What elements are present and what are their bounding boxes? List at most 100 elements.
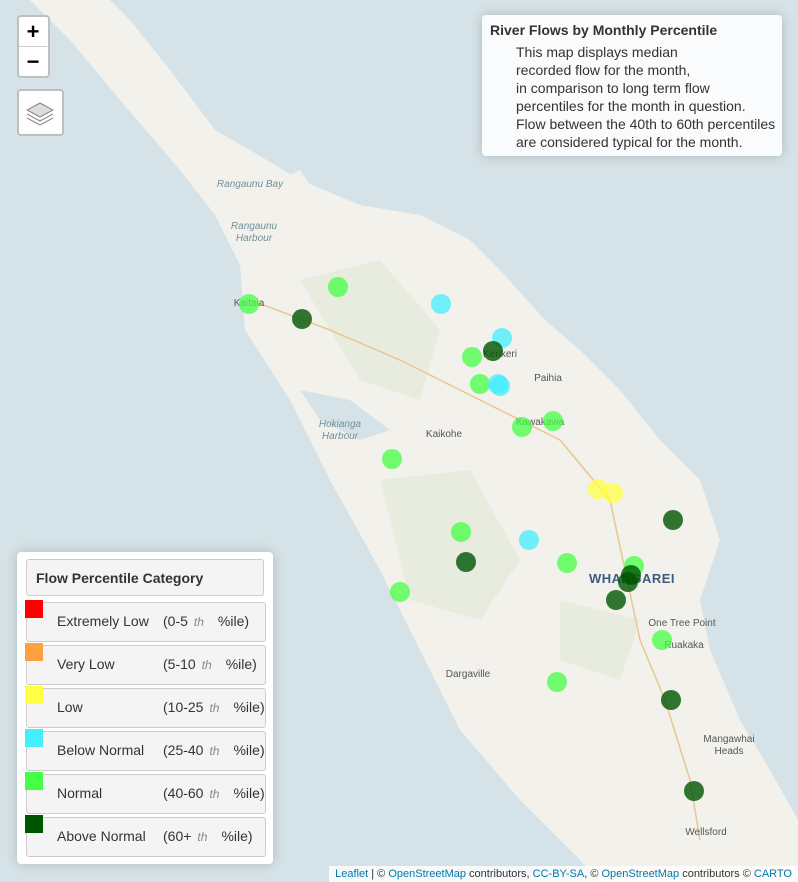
gauge-marker[interactable] — [618, 572, 638, 592]
legend: Flow Percentile Category Extremely Low (0… — [17, 552, 273, 864]
legend-range: (40-60 th %ile) — [163, 785, 265, 801]
legend-label: Low — [57, 699, 83, 715]
gauge-marker[interactable] — [543, 411, 563, 431]
gauge-marker[interactable] — [292, 309, 312, 329]
place-label: Wellsford — [685, 827, 727, 838]
land-peninsula — [270, 170, 320, 230]
place-label: Kawakawa — [516, 417, 565, 428]
legend-label: Very Low — [57, 656, 115, 672]
legend-swatch — [25, 643, 43, 661]
gauge-marker[interactable] — [483, 341, 503, 361]
legend-suffix: th — [209, 787, 220, 801]
gauge-marker[interactable] — [606, 590, 626, 610]
info-line: are considered typical for the month. — [516, 134, 743, 150]
gauge-marker[interactable] — [470, 374, 490, 394]
info-line: in comparison to long term flow — [516, 80, 710, 96]
attr-link[interactable]: OpenStreetMap — [388, 868, 466, 880]
zoom-out[interactable]: − — [26, 49, 40, 74]
legend-range-start: (10-25 — [163, 699, 204, 715]
legend-swatch — [25, 600, 43, 618]
layers-control[interactable] — [17, 89, 64, 136]
gauge-marker[interactable] — [663, 510, 683, 530]
legend-label: Extremely Low — [57, 613, 149, 629]
gauge-marker[interactable] — [451, 522, 471, 542]
legend-unit: %ile) — [233, 699, 265, 715]
legend-unit: %ile) — [221, 828, 253, 844]
legend-swatch — [25, 686, 43, 704]
legend-item: Normal (40-60 th %ile) — [26, 774, 266, 814]
gauge-marker[interactable] — [588, 479, 608, 499]
legend-unit: %ile) — [233, 742, 265, 758]
attr-link[interactable]: OpenStreetMap — [601, 868, 680, 880]
info-panel: River Flows by Monthly Percentile This m… — [482, 15, 782, 156]
attr-text: contributors © — [679, 868, 754, 880]
place-label: One Tree Point — [648, 618, 715, 629]
attr-text: contributors, — [466, 868, 533, 880]
gauge-marker[interactable] — [239, 294, 259, 314]
gauge-marker[interactable] — [431, 294, 451, 314]
legend-range: (0-5 th %ile) — [163, 613, 249, 629]
info-title: River Flows by Monthly Percentile — [490, 22, 718, 38]
legend-suffix: th — [197, 830, 208, 844]
gauge-marker[interactable] — [456, 552, 476, 572]
attr-link[interactable]: Leaflet — [335, 868, 369, 880]
legend-range: (60+ th %ile) — [163, 828, 253, 844]
legend-range-start: (40-60 — [163, 785, 204, 801]
gauge-marker[interactable] — [390, 582, 410, 602]
place-label: Rangaunu Bay — [217, 179, 284, 190]
legend-range: (5-10 th %ile) — [163, 656, 257, 672]
legend-swatch — [25, 815, 43, 833]
place-label: Heads — [715, 746, 744, 757]
legend-title: Flow Percentile Category — [26, 559, 264, 596]
place-label: Harbour — [236, 233, 273, 244]
region-shade — [300, 260, 640, 680]
gauge-marker[interactable] — [382, 449, 402, 469]
info-line: recorded flow for the month, — [516, 62, 691, 78]
legend-label: Normal — [57, 785, 103, 801]
legend-item: Extremely Low (0-5 th %ile) — [26, 602, 266, 642]
attribution: Leaflet | © OpenStreetMap contributors, … — [329, 866, 798, 882]
gauge-marker[interactable] — [547, 672, 567, 692]
attr-link[interactable]: CARTO — [753, 868, 792, 880]
legend-unit: %ile) — [233, 785, 265, 801]
attr-text: , © — [584, 868, 602, 880]
gauge-marker[interactable] — [328, 277, 348, 297]
legend-range-start: (0-5 — [163, 613, 188, 629]
place-label: Rangaunu — [231, 221, 278, 232]
zoom-in[interactable]: + — [19, 17, 47, 47]
gauge-marker[interactable] — [603, 483, 623, 503]
legend-label: Above Normal — [57, 828, 146, 844]
layers-icon — [25, 102, 55, 126]
gauge-marker[interactable] — [557, 553, 577, 573]
place-label: Paihia — [534, 373, 562, 384]
harbour — [300, 390, 390, 440]
legend-range-start: (5-10 — [163, 656, 196, 672]
legend-unit: %ile) — [217, 613, 250, 629]
attr-text: | © — [368, 868, 389, 880]
attr-link[interactable]: CC-BY-SA — [532, 868, 585, 880]
gauge-marker[interactable] — [652, 630, 672, 650]
place-label: Kaikohe — [426, 429, 463, 440]
legend-item: Low (10-25 th %ile) — [26, 688, 266, 728]
info-line: percentiles for the month in question. — [516, 98, 746, 114]
place-label: Dargaville — [446, 669, 491, 680]
gauge-marker[interactable] — [684, 781, 704, 801]
place-label: Ruakaka — [664, 640, 704, 651]
legend-item: Above Normal (60+ th %ile) — [26, 817, 266, 857]
gauge-marker[interactable] — [490, 376, 510, 396]
place-label: Mangawhai — [703, 734, 754, 745]
info-line: Flow between the 40th to 60th percentile… — [516, 116, 776, 132]
markers — [239, 277, 704, 801]
place-label: Hokianga — [319, 419, 362, 430]
gauge-marker[interactable] — [462, 347, 482, 367]
legend-range-start: (25-40 — [163, 742, 204, 758]
gauge-marker[interactable] — [519, 530, 539, 550]
legend-suffix: th — [209, 701, 220, 715]
legend-range-start: (60+ — [163, 828, 192, 844]
gauge-marker[interactable] — [512, 417, 532, 437]
legend-item: Below Normal (25-40 th %ile) — [26, 731, 266, 771]
legend-unit: %ile) — [225, 656, 257, 672]
gauge-marker[interactable] — [661, 690, 681, 710]
